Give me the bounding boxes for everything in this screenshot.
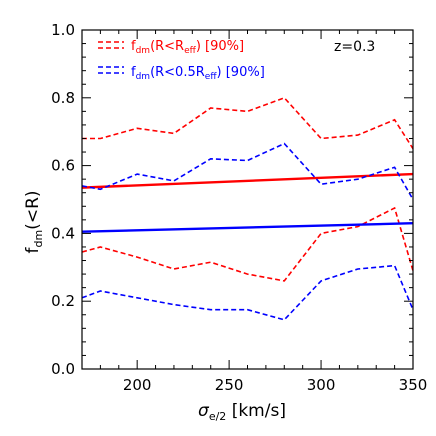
legend-red-end: ) [90%] bbox=[196, 39, 244, 54]
x-tick-label: 200 bbox=[123, 376, 152, 394]
redshift-annotation: z=0.3 bbox=[334, 39, 375, 55]
x-axis-title-main: σ bbox=[198, 401, 210, 421]
legend-blue-end: ) [90%] bbox=[217, 65, 265, 80]
series-blue-median-line bbox=[81, 222, 414, 233]
y-axis-title-sub: dm bbox=[32, 230, 45, 248]
legend-blue-main: f bbox=[131, 65, 136, 80]
axis-ticks bbox=[81, 29, 414, 370]
legend-entry-red: fdm(R<Reff) [90%] bbox=[98, 39, 244, 56]
series-red-lower-bound bbox=[81, 206, 414, 282]
series-red-median-line bbox=[81, 172, 414, 189]
y-tick-label: 0.0 bbox=[51, 360, 75, 378]
y-tick-label: 0.2 bbox=[51, 292, 75, 310]
y-axis-title-rest: (<R) bbox=[23, 190, 43, 229]
plot-area bbox=[81, 96, 414, 321]
legend-entry-blue: fdm(R<0.5Reff) [90%] bbox=[98, 65, 265, 82]
legend-red-sub: dm bbox=[136, 46, 150, 56]
axis-labels: 200 250 300 350 0.0 0.2 0.4 0.6 0.8 1.0 bbox=[51, 21, 427, 394]
y-axis-title-main: f bbox=[23, 247, 43, 254]
series-red-upper-bound bbox=[82, 96, 414, 150]
y-tick-label: 0.6 bbox=[51, 157, 75, 175]
legend-blue-mid: (R<0.5R bbox=[150, 65, 205, 80]
x-axis-title: σe/2 [km/s] bbox=[198, 401, 286, 423]
y-tick-label: 0.8 bbox=[51, 89, 75, 107]
x-tick-label: 300 bbox=[307, 376, 336, 394]
x-tick-label: 250 bbox=[215, 376, 244, 394]
series-blue-lower-bound bbox=[81, 264, 414, 321]
legend-blue-sub2: eff bbox=[205, 72, 218, 82]
y-tick-label: 0.4 bbox=[51, 224, 75, 242]
legend-red-sub2: eff bbox=[184, 46, 197, 56]
plot-frame bbox=[81, 29, 414, 370]
legend: fdm(R<Reff) [90%] fdm(R<0.5Reff) [90%] bbox=[98, 39, 265, 82]
legend-blue-sub: dm bbox=[136, 72, 150, 82]
series-blue-upper-bound bbox=[81, 142, 414, 200]
legend-label-red: fdm(R<Reff) [90%] bbox=[131, 39, 244, 56]
y-axis-title: fdm(<R) bbox=[23, 190, 45, 253]
x-axis-title-sub: e/2 bbox=[209, 410, 226, 423]
x-tick-label: 350 bbox=[399, 376, 428, 394]
legend-label-blue: fdm(R<0.5Reff) [90%] bbox=[131, 65, 265, 82]
x-axis-title-rest: [km/s] bbox=[226, 401, 286, 421]
y-tick-label: 1.0 bbox=[51, 21, 75, 39]
legend-red-main: f bbox=[131, 39, 136, 54]
legend-red-mid: (R<R bbox=[150, 39, 184, 54]
